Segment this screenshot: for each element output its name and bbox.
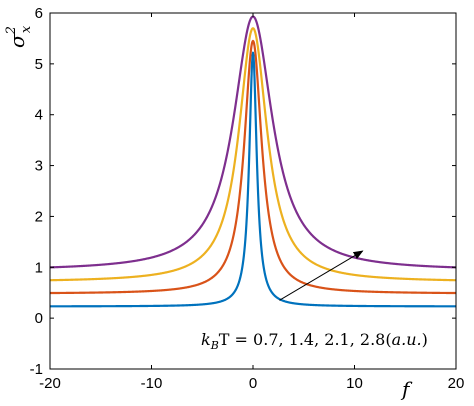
y-axis-label: σ2x [4, 25, 34, 48]
x-axis-label: f [400, 377, 413, 401]
series-line-3 [49, 27, 457, 282]
y-tick-label: 5 [35, 56, 43, 73]
x-tick-label: 20 [448, 375, 465, 392]
y-axis-label-base: σ [5, 33, 29, 48]
y-axis-label-sup: 2 [4, 26, 19, 35]
x-tick-label: 0 [249, 375, 257, 392]
annotation-close: ) [422, 330, 428, 349]
y-tick-label: 4 [35, 107, 43, 124]
series-line-2 [49, 39, 457, 295]
annotation-arrow [279, 250, 364, 301]
plot-area [50, 13, 456, 369]
y-tick-label: -1 [30, 361, 43, 378]
series-line-1 [49, 51, 457, 308]
y-tick-label: 3 [35, 158, 43, 175]
annotation-k: k [201, 330, 211, 349]
x-tick-label: -20 [39, 375, 61, 392]
annotation-rest: T = 0.7, 1.4, 2.1, 2.8( [219, 330, 392, 349]
annotation-sub: B [210, 339, 219, 352]
x-tick-label: -10 [141, 375, 163, 392]
x-tick-label: 10 [346, 375, 363, 392]
svg-text:σ2x: σ2x [4, 25, 34, 48]
y-tick-label: 2 [35, 208, 43, 225]
y-axis-label-sub: x [19, 25, 34, 33]
y-tick-label: 6 [35, 5, 43, 22]
y-tick-label: 0 [35, 310, 43, 327]
y-tick-label: 1 [35, 259, 43, 276]
annotation-text: kBT = 0.7, 1.4, 2.1, 2.8(a.u.) [201, 330, 428, 352]
annotation-au: a.u. [392, 330, 422, 349]
